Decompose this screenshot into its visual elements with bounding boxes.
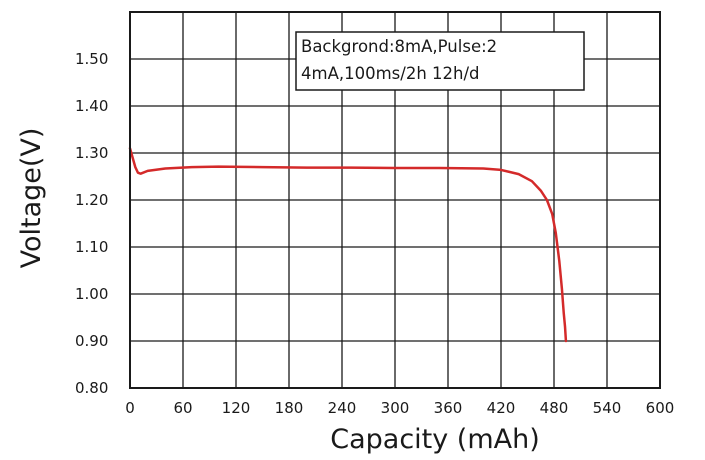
y-tick-labels: 0.80 0.90 1.00 1.10 1.20 1.30 1.40 1.50	[75, 50, 108, 397]
y-tick-label: 1.30	[75, 144, 108, 162]
x-axis-title: Capacity (mAh)	[330, 424, 540, 455]
y-tick-label: 1.00	[75, 285, 108, 303]
x-tick-label: 600	[646, 399, 675, 417]
x-tick-labels: 0 60 120 180 240 300 360 420 480 540 600	[125, 399, 674, 417]
x-tick-label: 540	[593, 399, 622, 417]
y-axis-title: Voltage(V)	[16, 128, 47, 269]
x-tick-label: 480	[540, 399, 569, 417]
annotation-line-1: Backgrond:8mA,Pulse:2	[301, 37, 497, 56]
x-tick-label: 60	[173, 399, 192, 417]
y-tick-label: 1.20	[75, 191, 108, 209]
x-tick-label: 240	[328, 399, 357, 417]
y-tick-label: 0.90	[75, 332, 108, 350]
x-tick-label: 180	[275, 399, 304, 417]
x-tick-label: 360	[434, 399, 463, 417]
x-tick-label: 120	[222, 399, 251, 417]
x-tick-label: 0	[125, 399, 135, 417]
y-tick-label: 1.50	[75, 50, 108, 68]
x-tick-label: 420	[487, 399, 516, 417]
annotation-line-2: 4mA,100ms/2h 12h/d	[301, 64, 480, 83]
x-tick-label: 300	[381, 399, 410, 417]
y-tick-label: 0.80	[75, 379, 108, 397]
y-tick-label: 1.40	[75, 97, 108, 115]
annotation-box: Backgrond:8mA,Pulse:2 4mA,100ms/2h 12h/d	[296, 32, 584, 90]
y-tick-label: 1.10	[75, 238, 108, 256]
